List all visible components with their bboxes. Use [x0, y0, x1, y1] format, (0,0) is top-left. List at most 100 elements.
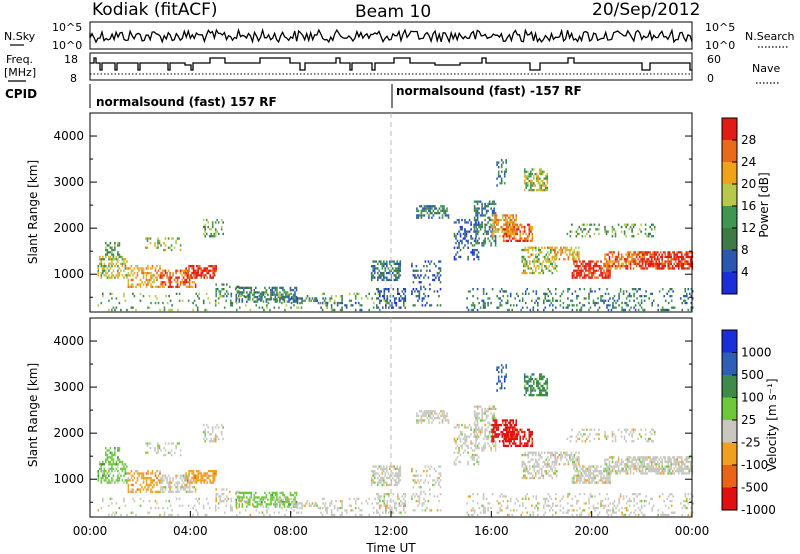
power-cell — [271, 289, 274, 292]
velocity-cell — [561, 453, 564, 457]
velocity-cell — [166, 481, 168, 484]
velocity-cell — [626, 465, 629, 468]
velocity-cell — [138, 472, 140, 475]
velocity-cell — [611, 467, 614, 470]
power-cell — [478, 225, 480, 229]
velocity-cell — [124, 479, 127, 482]
velocity-cell — [516, 437, 518, 441]
velocity-cell — [426, 474, 428, 477]
velocity-cell — [414, 474, 416, 477]
velocity-cell — [247, 503, 250, 506]
velocity-cell — [601, 476, 604, 480]
velocity-cell — [204, 474, 207, 477]
velocity-cell — [501, 440, 504, 443]
power-cell — [579, 271, 581, 275]
velocity-cell — [330, 509, 333, 512]
velocity-cell — [378, 481, 381, 484]
power-cell — [623, 265, 626, 268]
velocity-cell — [182, 486, 185, 489]
velocity-cell — [527, 442, 529, 445]
power-cell — [206, 271, 208, 275]
velocity-cell — [535, 472, 537, 475]
power-cell — [504, 228, 506, 231]
power-cell — [652, 299, 655, 302]
power-cell — [255, 295, 257, 299]
power-cell — [523, 170, 526, 173]
velocity-cell — [598, 472, 601, 475]
velocity-cell — [475, 405, 477, 408]
velocity-cell — [564, 463, 567, 466]
power-cell — [375, 260, 377, 263]
velocity-cell — [484, 412, 486, 415]
velocity-cell — [201, 476, 204, 480]
power-cell — [641, 253, 644, 256]
velocity-cell — [485, 435, 488, 438]
power-cell — [621, 308, 623, 312]
velocity-cell — [226, 495, 228, 498]
power-cell — [176, 278, 179, 282]
power-cell — [655, 251, 657, 254]
velocity-cell — [473, 412, 476, 415]
velocity-cell — [380, 495, 383, 498]
power-cell — [360, 308, 363, 312]
power-cell — [583, 288, 586, 291]
power-cell — [555, 255, 558, 259]
power-cell — [175, 285, 177, 288]
velocity-cell — [103, 474, 106, 477]
velocity-cell — [527, 451, 530, 454]
velocity-scatter-cells — [97, 364, 694, 517]
power-cell — [473, 258, 475, 261]
velocity-cell — [490, 428, 492, 431]
velocity-cell — [276, 503, 278, 506]
freq-tick-bottom: 8 — [70, 72, 77, 85]
power-cell — [170, 276, 173, 279]
power-cell — [686, 292, 688, 295]
velocity-cell — [436, 495, 439, 498]
velocity-cell — [159, 490, 161, 493]
velocity-cell — [217, 426, 220, 429]
velocity-cell — [270, 494, 272, 497]
power-cell — [586, 265, 589, 268]
velocity-cell — [586, 467, 589, 470]
velocity-cell — [505, 444, 508, 447]
power-cell — [114, 248, 116, 252]
power-cell — [163, 269, 165, 272]
velocity-cell — [111, 463, 113, 466]
velocity-cell — [139, 483, 142, 487]
power-cell — [441, 207, 444, 210]
power-cell — [114, 276, 116, 279]
velocity-cell — [579, 476, 581, 480]
power-cell — [628, 295, 631, 298]
velocity-cell — [646, 472, 648, 475]
power-cell — [628, 251, 630, 254]
power-cell — [510, 218, 513, 222]
velocity-cell — [537, 394, 540, 397]
power-cell — [246, 295, 249, 298]
velocity-cell — [444, 417, 447, 420]
velocity-cell — [422, 419, 424, 422]
power-cell — [161, 281, 164, 284]
power-cell — [381, 278, 384, 282]
power-cell — [490, 244, 492, 247]
power-cell — [359, 304, 361, 307]
power-cell — [100, 301, 103, 305]
power-cell — [169, 281, 171, 284]
velocity-cell — [553, 453, 555, 457]
velocity-cell — [538, 476, 540, 480]
power-cell — [582, 262, 584, 265]
velocity-cell — [146, 451, 149, 454]
velocity-cell — [114, 447, 116, 450]
power-cell — [383, 290, 386, 293]
velocity-cell — [172, 442, 174, 445]
power-cell — [492, 223, 495, 226]
power-cell — [399, 274, 402, 277]
power-cell — [394, 301, 396, 305]
power-cell — [678, 265, 680, 268]
power-cell — [167, 285, 170, 288]
power-cell — [468, 230, 471, 233]
power-cell — [676, 265, 678, 268]
power-cell — [416, 209, 418, 212]
power-cell — [473, 225, 475, 229]
power-cell — [270, 295, 272, 299]
velocity-cell — [164, 453, 167, 457]
